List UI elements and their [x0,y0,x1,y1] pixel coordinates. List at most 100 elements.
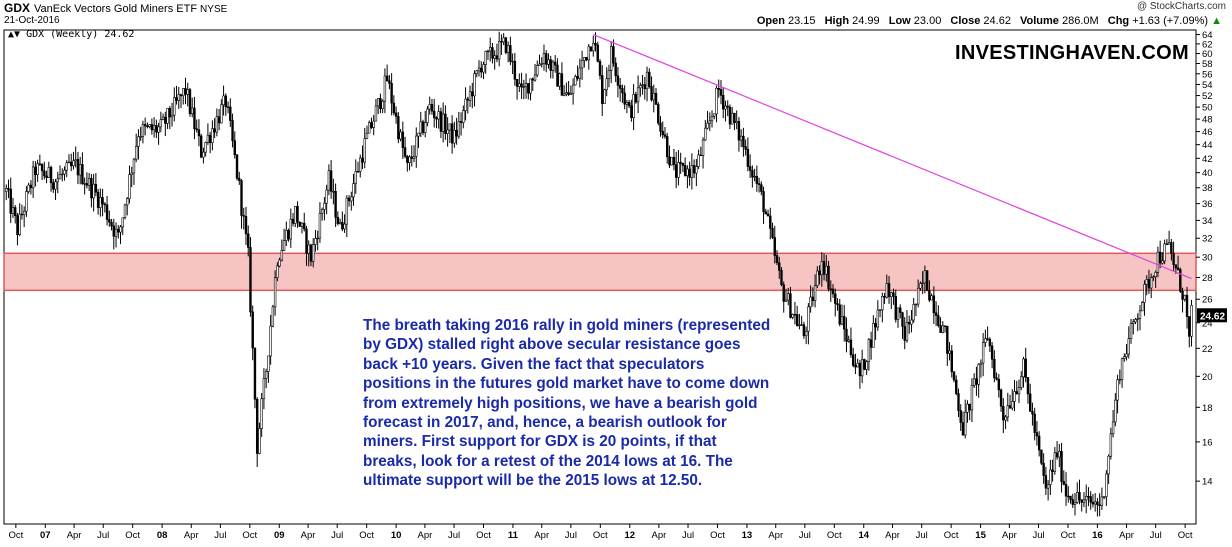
candle-body [1109,433,1113,457]
candle-body [419,121,422,134]
candle-body [208,134,212,144]
candle-body [905,322,909,341]
candle [197,119,201,147]
candle-body [607,69,611,80]
candle [392,95,396,116]
y-tick-label: 42 [1202,154,1213,165]
candle-body [661,130,664,136]
y-tick-label: 44 [1202,140,1213,151]
candle-body [1069,495,1072,500]
candle [305,225,308,266]
candle [883,292,886,304]
candle [697,149,700,170]
candle-body [724,105,727,110]
candle [733,112,736,131]
candle-body [1042,462,1045,476]
candle [29,180,33,195]
candle [744,139,747,156]
candle [126,197,129,216]
annotation-text: The breath taking 2016 rally in gold min… [363,317,771,490]
candle-body [260,398,263,429]
candle-body [578,67,582,79]
candle-body [137,136,140,147]
candle [92,173,95,212]
candle-body [446,129,449,134]
candle [1011,389,1014,411]
candle-body [757,183,761,185]
candle [78,156,82,185]
exchange-label: NYSE [200,4,228,15]
candle-body [713,113,716,117]
candle [1062,470,1066,486]
candle [394,106,398,124]
candle [867,338,871,371]
x-tick-label: Apr [534,530,549,541]
candle-body [856,362,859,368]
candle-body [1118,379,1122,381]
candle [659,116,662,137]
candle [188,87,192,117]
candle [670,156,673,166]
candle [202,147,205,164]
candle [872,315,875,348]
candle-body [1037,435,1041,451]
candle [1109,427,1113,460]
candle [25,186,28,217]
candle-body [995,377,998,380]
candle [70,153,73,172]
candle [921,271,924,294]
candle-body [363,138,366,163]
candle-body [726,105,729,108]
candle [993,350,996,383]
x-tick-label: 13 [742,530,753,541]
candle-body [692,165,696,174]
candle [229,98,232,127]
y-tick-label: 28 [1202,273,1213,284]
candle-body [399,131,402,140]
candle [791,313,794,320]
candle-body [1006,405,1009,418]
candle-body [793,314,797,316]
candle [497,31,501,67]
candle [1129,318,1133,344]
candle [368,120,371,134]
candle [52,179,55,193]
candle [242,207,245,230]
candle-body [128,174,131,200]
candle [849,327,853,358]
candle [253,347,257,409]
candle-body [412,155,416,159]
candle-body [869,339,873,348]
candle [352,173,355,206]
candle [899,304,902,319]
candle-body [11,207,15,214]
candle-body [312,244,315,262]
x-tick-label: Jul [682,530,694,541]
y-axis: 14 16 18 20 22 24 26 28 30 32 34 36 38 40 42 44 46485052… [1196,30,1213,488]
candle-body [441,113,445,132]
candle-body [533,74,537,81]
candle-body [946,325,949,354]
candle [1055,441,1059,460]
candle [170,102,174,127]
candle-body [1105,473,1108,497]
candle-body [1011,401,1014,409]
candle [632,84,635,131]
y-tick-label: 48 [1202,115,1213,126]
candle [1053,447,1057,475]
candle-body [94,183,98,193]
candle [1082,492,1086,508]
x-tick-label: Apr [651,530,666,541]
candle-body [849,339,853,356]
candle [1087,487,1090,507]
candle-body [901,312,904,327]
candle [401,121,405,159]
candle-body [164,116,167,124]
candle-body [197,129,201,137]
candle-body [636,87,640,103]
candle [421,119,425,136]
candle-body [143,124,147,127]
candle [580,50,584,80]
candle [204,141,207,157]
candle [939,317,942,333]
